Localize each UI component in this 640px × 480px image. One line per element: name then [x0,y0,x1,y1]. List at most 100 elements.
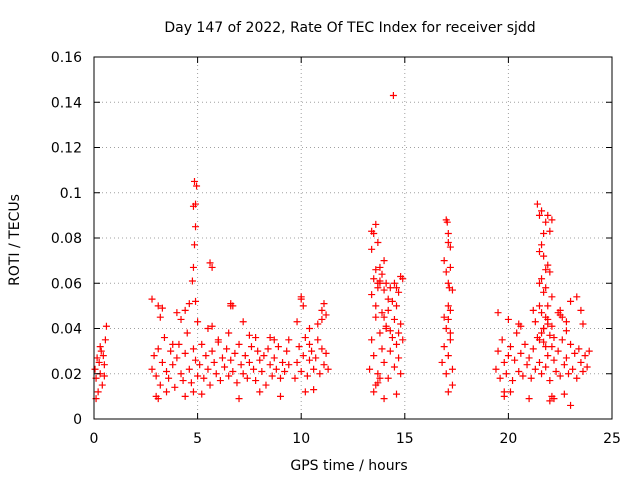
data-point [444,279,452,287]
data-point [98,381,106,389]
data-point [312,354,320,362]
data-point [395,288,403,296]
data-point [152,372,160,380]
data-point [506,388,514,396]
data-point [368,291,376,299]
data-point [189,388,197,396]
data-point [573,293,581,301]
data-point [380,257,388,265]
data-point [266,334,274,342]
data-point [544,302,552,310]
data-point [252,377,260,385]
data-point [192,223,200,231]
data-point [156,313,164,321]
data-point [91,365,99,373]
data-point [198,340,206,348]
data-point [540,288,548,296]
data-point [163,367,171,375]
data-point [303,372,311,380]
data-point [538,241,546,249]
grid-lines [94,57,612,419]
data-point [291,374,299,382]
data-point [446,336,454,344]
data-point [397,370,405,378]
data-point [196,361,204,369]
data-point [442,325,450,332]
y-tick-label: 0.1 [60,186,82,202]
data-point [310,386,318,394]
data-point [183,329,191,337]
data-point [544,261,552,269]
data-point [95,358,103,366]
data-point [148,295,156,303]
data-point [189,345,197,353]
data-point [318,306,326,314]
data-point [247,343,255,351]
data-point [256,388,264,396]
data-point [504,315,512,323]
data-point [181,306,189,314]
axis-ticks: 0 5 10 15 20 25 0 0.02 0.04 0.06 0.08 0.1 0.12 0.14 0.… [51,50,621,447]
data-point [445,284,453,292]
data-point [262,381,270,389]
data-point [562,327,570,335]
data-point [254,347,262,355]
data-point [544,315,552,323]
data-point [393,284,401,292]
data-point [305,356,313,364]
data-point [390,363,398,371]
data-point [494,347,502,355]
data-point [212,370,220,378]
data-point [192,356,200,364]
data-point [550,356,558,364]
data-point [366,365,374,373]
data-point [535,302,543,310]
data-point [382,279,390,287]
data-point [258,367,266,375]
data-point [393,390,401,398]
data-point [535,248,543,256]
data-point [372,302,380,310]
data-point [380,358,388,366]
data-point [384,374,392,382]
data-point [446,306,454,314]
data-point [538,275,546,283]
data-point [527,374,535,382]
data-point [270,354,278,362]
data-point [583,363,591,371]
data-point [94,388,102,396]
data-point [158,358,166,366]
data-point [173,354,181,362]
data-point [154,302,162,310]
data-point [256,356,264,364]
data-point [189,202,197,210]
x-axis-label: GPS time / hours [290,458,407,474]
data-point [535,211,543,219]
data-point [571,349,579,357]
data-point [519,372,527,380]
data-point [388,334,396,342]
data-point [374,370,382,378]
data-point [266,361,274,369]
data-point [542,218,550,226]
data-point [384,306,392,314]
data-point [444,229,452,237]
data-point [560,390,568,398]
data-point [558,336,566,344]
data-point [368,336,376,344]
data-point [376,263,384,271]
data-point [252,334,260,342]
data-point [165,374,173,382]
data-point [444,302,452,310]
data-point [301,388,309,396]
data-point [397,320,405,328]
data-point [393,340,401,348]
data-point [216,377,224,385]
data-point [318,315,326,323]
data-point [500,358,508,366]
data-point [293,358,301,366]
data-point [96,343,104,351]
x-tick-label: 10 [292,431,310,447]
data-point [177,315,185,323]
data-point [443,218,451,226]
